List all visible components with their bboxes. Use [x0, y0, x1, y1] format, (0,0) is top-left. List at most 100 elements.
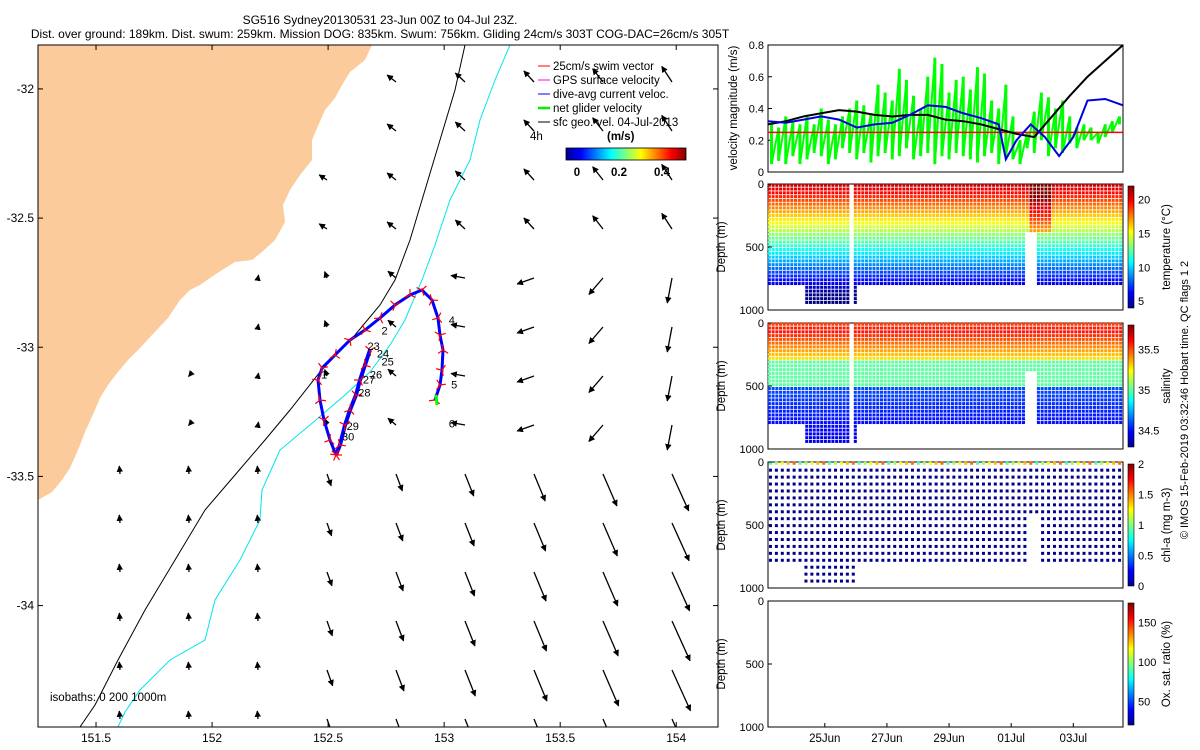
section-datapoint — [973, 206, 977, 210]
section-datapoint — [891, 349, 895, 353]
section-datapoint — [1078, 210, 1082, 214]
section-datapoint — [835, 195, 839, 199]
section-datapoint — [883, 364, 887, 368]
section-datapoint — [1010, 187, 1014, 191]
section-datapoint — [1036, 360, 1040, 364]
section-datapoint — [1044, 214, 1048, 217]
section-datapoint — [1010, 330, 1014, 334]
section-datapoint — [917, 282, 921, 286]
section-datapoint — [1100, 187, 1104, 191]
section-datapoint — [992, 210, 996, 214]
section-datapoint — [939, 356, 943, 360]
section-datapoint — [767, 225, 771, 229]
section-datapoint — [969, 356, 973, 360]
section-datapoint — [797, 236, 801, 240]
section-datapoint — [816, 353, 820, 356]
section-datapoint — [771, 349, 775, 353]
section-datapoint — [950, 405, 954, 409]
section-datapoint — [965, 417, 969, 421]
section-datapoint — [812, 221, 816, 225]
section-datapoint — [879, 341, 883, 345]
section-datapoint — [865, 322, 869, 326]
section-datapoint — [973, 274, 977, 278]
section-datapoint — [853, 379, 857, 383]
section-datapoint — [1025, 214, 1029, 217]
section-datapoint — [820, 214, 824, 217]
section-datapoint — [977, 255, 981, 259]
section-datapoint — [786, 183, 790, 187]
section-datapoint — [906, 191, 910, 195]
section-datapoint — [835, 390, 839, 394]
net-velocity-link — [827, 124, 837, 165]
section-datapoint — [921, 337, 925, 341]
section-datapoint — [984, 255, 988, 259]
section-datapoint — [924, 183, 928, 187]
section-datapoint — [1078, 274, 1082, 278]
section-datapoint — [898, 266, 902, 270]
section-datapoint — [879, 405, 883, 409]
section-datapoint — [868, 360, 872, 364]
section-datapoint — [1055, 255, 1059, 259]
section-datapoint — [913, 255, 917, 259]
section-datapoint — [805, 375, 809, 379]
section-datapoint — [842, 274, 846, 278]
section-datapoint — [898, 282, 902, 286]
section-datapoint — [995, 206, 999, 210]
section-datapoint — [1063, 274, 1067, 278]
section-datapoint — [1048, 248, 1052, 252]
section-datapoint — [909, 251, 913, 255]
section-datapoint — [909, 337, 913, 341]
depth-axis-label: Depth (m) — [716, 221, 728, 272]
section-datapoint — [879, 274, 883, 278]
section-datapoint — [831, 432, 835, 436]
section-datapoint — [842, 360, 846, 364]
section-datapoint — [1096, 255, 1100, 259]
section-datapoint — [954, 278, 958, 282]
section-datapoint — [1096, 210, 1100, 214]
section-datapoint — [812, 236, 816, 240]
section-datapoint — [909, 409, 913, 413]
section-datapoint — [973, 195, 977, 199]
section-datapoint — [835, 274, 839, 278]
section-datapoint — [969, 330, 973, 334]
section-datapoint — [1104, 240, 1108, 244]
net-velocity-link — [784, 121, 794, 165]
section-datapoint — [950, 360, 954, 364]
section-datapoint — [999, 255, 1003, 259]
section-datapoint — [969, 232, 973, 236]
section-datapoint — [1025, 322, 1029, 326]
swim-vector-mark — [437, 312, 442, 319]
section-datapoint — [838, 341, 842, 345]
section-datapoint — [838, 289, 842, 293]
section-datapoint — [868, 225, 872, 229]
section-datapoint — [1003, 248, 1007, 252]
section-datapoint — [801, 409, 805, 413]
section-datapoint — [932, 353, 936, 356]
section-datapoint — [794, 217, 798, 221]
geo-velocity-arrow — [185, 710, 193, 720]
section-datapoint — [782, 334, 786, 338]
section-datapoint — [924, 232, 928, 236]
section-datapoint — [992, 251, 996, 255]
section-datapoint — [868, 364, 872, 368]
section-datapoint — [887, 270, 891, 274]
net-velocity-link — [891, 68, 901, 160]
section-datapoint — [1044, 232, 1048, 236]
section-datapoint — [980, 345, 984, 349]
section-datapoint — [835, 421, 839, 425]
section-datapoint — [1010, 236, 1014, 240]
section-datapoint — [1040, 421, 1044, 425]
section-datapoint — [1063, 266, 1067, 270]
section-datapoint — [876, 251, 880, 255]
track-label: 1 — [321, 369, 327, 381]
section-datapoint — [965, 251, 969, 255]
section-datapoint — [924, 251, 928, 255]
section-datapoint — [887, 282, 891, 286]
section-datapoint — [823, 229, 827, 233]
net-velocity-link — [791, 124, 801, 157]
section-datapoint — [969, 364, 973, 368]
section-datapoint — [917, 353, 921, 356]
section-datapoint — [842, 337, 846, 341]
section-datapoint — [980, 398, 984, 402]
section-datapoint — [909, 210, 913, 214]
